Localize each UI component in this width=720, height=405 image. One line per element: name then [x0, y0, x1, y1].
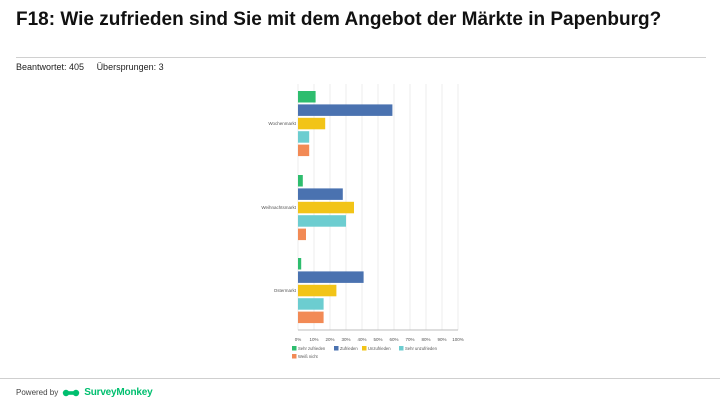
legend-label: Zufrieden — [340, 346, 358, 351]
x-tick-label: 30% — [341, 337, 350, 342]
bar-wochenmarkt-3 — [298, 131, 310, 143]
x-tick-label: 40% — [357, 337, 366, 342]
legend-swatch — [362, 346, 367, 351]
legend-label: Sehr unzufrieden — [405, 346, 438, 351]
bar-ostermarkt-1 — [298, 271, 364, 283]
x-tick-label: 100% — [452, 337, 464, 342]
footer-divider — [0, 378, 720, 379]
answered-count: Beantwortet: 405 — [16, 62, 85, 72]
bar-weihnachtsmarkt-3 — [298, 215, 346, 227]
legend-label: Weiß nicht — [298, 354, 319, 359]
x-tick-label: 60% — [389, 337, 398, 342]
bar-weihnachtsmarkt-1 — [298, 188, 343, 200]
legend-swatch — [292, 354, 297, 359]
bar-weihnachtsmarkt-0 — [298, 175, 303, 187]
category-label: Wochenmarkt — [268, 121, 296, 126]
skipped-count: Übersprungen: 3 — [96, 62, 164, 72]
legend-swatch — [292, 346, 297, 351]
bar-ostermarkt-0 — [298, 258, 302, 270]
surveymonkey-logo-icon — [63, 389, 80, 396]
x-tick-label: 70% — [405, 337, 414, 342]
bar-ostermarkt-4 — [298, 311, 324, 324]
bar-ostermarkt-2 — [298, 284, 337, 297]
powered-by-label: Powered by — [16, 388, 59, 397]
footer: Powered by SurveyMonkey — [16, 387, 153, 398]
response-stats: Beantwortet: 405 Übersprungen: 3 — [16, 62, 174, 72]
category-label: Ostermarkt — [274, 288, 297, 293]
bar-wochenmarkt-1 — [298, 104, 393, 116]
legend-swatch — [334, 346, 339, 351]
legend-swatch — [399, 346, 404, 351]
x-tick-label: 10% — [309, 337, 318, 342]
bar-weihnachtsmarkt-2 — [298, 201, 354, 214]
legend-label: Unzufrieden — [368, 346, 391, 351]
category-label: Weihnachtsmarkt — [261, 205, 296, 210]
x-tick-label: 50% — [373, 337, 382, 342]
legend-label: Sehr zufrieden — [298, 346, 326, 351]
bar-wochenmarkt-2 — [298, 117, 326, 130]
bar-wochenmarkt-4 — [298, 144, 310, 157]
page-title: F18: Wie zufrieden sind Sie mit dem Ange… — [16, 9, 662, 30]
bar-wochenmarkt-0 — [298, 91, 316, 103]
bar-weihnachtsmarkt-4 — [298, 228, 306, 241]
x-tick-label: 20% — [325, 337, 334, 342]
title-divider — [16, 57, 706, 58]
x-tick-label: 90% — [437, 337, 446, 342]
x-tick-label: 80% — [421, 337, 430, 342]
surveymonkey-brand[interactable]: SurveyMonkey — [84, 387, 153, 398]
x-tick-label: 0% — [295, 337, 302, 342]
bar-ostermarkt-3 — [298, 298, 324, 310]
